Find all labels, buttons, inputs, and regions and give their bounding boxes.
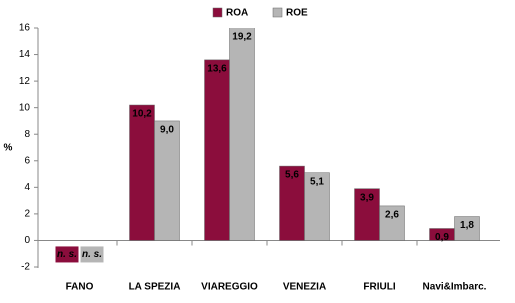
value-label: 2,6 (385, 210, 399, 221)
bar (379, 205, 405, 241)
y-tick-label: -2 (21, 262, 30, 273)
legend-label: ROE (286, 8, 308, 19)
value-label: 5,1 (310, 176, 324, 187)
label-box (55, 246, 79, 263)
y-tick-label: 4 (24, 182, 30, 193)
y-axis-label: % (4, 143, 13, 154)
value-label: 5,6 (285, 170, 299, 181)
y-tick-label: 14 (19, 49, 31, 60)
legend-swatch (212, 7, 223, 18)
y-tick-label: 8 (24, 129, 30, 140)
value-label: 3,9 (360, 192, 374, 203)
x-tick-label: FRIULI (363, 282, 395, 293)
x-tick-label: VENEZIA (283, 282, 326, 293)
bar (204, 59, 230, 241)
y-tick-label: 12 (19, 76, 31, 87)
x-tick-label: FANO (66, 282, 94, 293)
legend-swatch (272, 7, 283, 18)
value-label: 9,0 (160, 125, 174, 136)
legend-label: ROA (226, 8, 248, 19)
bar (454, 216, 480, 241)
y-tick-label: 0 (24, 235, 30, 246)
x-tick-label: LA SPEZIA (129, 282, 181, 293)
label-box (80, 246, 104, 263)
x-tick-label: VIAREGGIO (201, 282, 258, 293)
bar (304, 172, 330, 241)
y-tick-label: 10 (19, 102, 31, 113)
bars (129, 28, 480, 241)
bar (129, 104, 155, 241)
value-label: 10,2 (132, 109, 152, 120)
value-label: n. s. (57, 249, 77, 260)
bar (354, 188, 380, 241)
y-tick-label: 6 (24, 155, 30, 166)
y-tick-label: 16 (19, 23, 31, 34)
y-tick-label: 2 (24, 209, 30, 220)
value-label: 19,2 (232, 32, 252, 43)
value-label: 0,9 (435, 232, 449, 243)
bar (154, 120, 180, 241)
value-label: n. s. (82, 249, 102, 260)
value-label: 13,6 (207, 64, 227, 75)
x-tick-label: Navi&Imbarc. (423, 282, 487, 293)
value-label: 1,8 (460, 220, 474, 231)
bar (229, 28, 255, 241)
